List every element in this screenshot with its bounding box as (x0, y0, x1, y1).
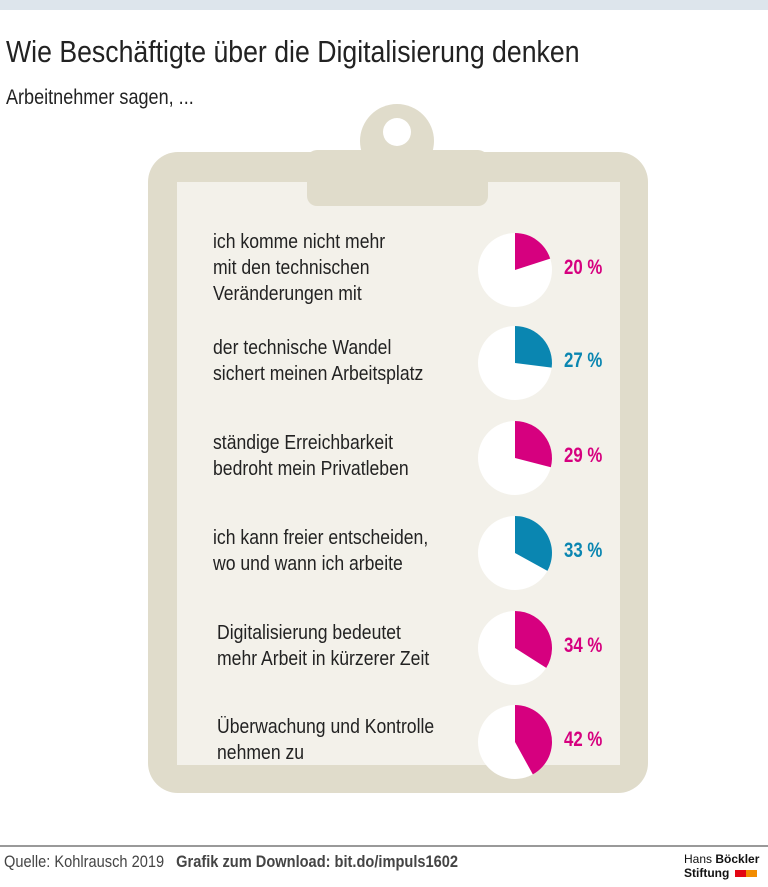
logo-orange-square (745, 870, 757, 878)
footer-divider (0, 845, 768, 847)
pie-slice (515, 705, 552, 775)
pie-slice (515, 421, 552, 468)
chart-subtitle: Arbeitnehmer sagen, ... (6, 86, 194, 109)
percent-label: 33 % (564, 539, 603, 562)
chart-title: Wie Beschäftigte über die Digitalisierun… (6, 34, 580, 69)
source-text: Quelle: Kohlrausch 2019 (4, 852, 165, 871)
percent-label: 20 % (564, 256, 603, 279)
row-label: Überwachung und Kontrolle nehmen zu (217, 716, 435, 764)
hans-boeckler-logo: Hans Böckler Stiftung (684, 852, 759, 880)
logo-text: Hans (684, 852, 713, 866)
row-label: der technische Wandel sichert meinen Arb… (213, 337, 424, 385)
logo-text-stiftung: Stiftung (684, 866, 730, 880)
percent-label: 34 % (564, 634, 603, 657)
clipboard-clip (307, 150, 488, 206)
pie-slice (515, 326, 552, 368)
pie-slice (515, 233, 551, 270)
download-link[interactable]: Grafik zum Download: bit.do/impuls1602 (176, 852, 459, 871)
row-label: Digitalisierung bedeutet mehr Arbeit in … (217, 622, 430, 670)
row-label: ständige Erreichbarkeit bedroht mein Pri… (213, 432, 409, 480)
clipboard-clip-hole (383, 118, 411, 146)
percent-label: 27 % (564, 349, 603, 372)
logo-red-square (734, 870, 746, 878)
percent-label: 42 % (564, 728, 603, 751)
percent-label: 29 % (564, 444, 603, 467)
row-label: ich kann freier entscheiden, wo und wann… (213, 527, 429, 575)
logo-text-bold: Böckler (715, 852, 760, 866)
row-label: ich komme nicht mehr mit den technischen… (213, 231, 386, 305)
pie-slice (515, 611, 552, 668)
top-bar (0, 0, 768, 10)
pie-slice (515, 516, 552, 571)
footer-source: Quelle: Kohlrausch 2019 Grafik zum Downlo… (4, 852, 458, 872)
